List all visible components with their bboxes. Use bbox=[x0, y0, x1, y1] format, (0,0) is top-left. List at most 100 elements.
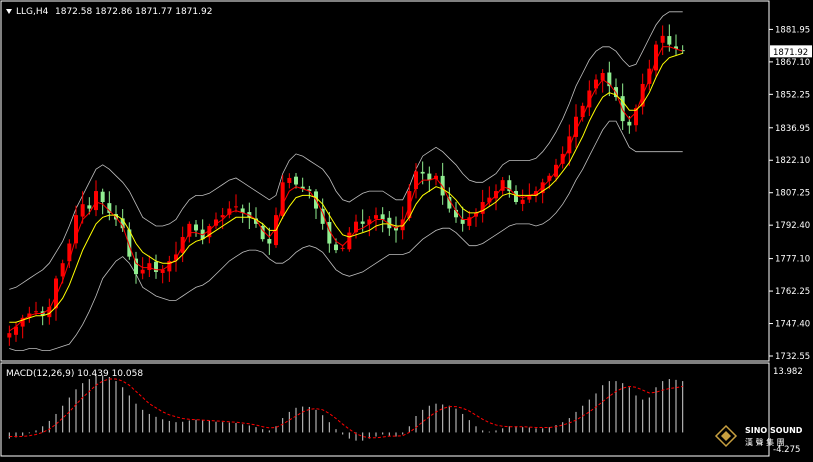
logo-diamond-icon bbox=[714, 424, 738, 448]
candle-bull bbox=[407, 191, 412, 219]
candle-bull bbox=[400, 219, 405, 231]
candle-bear bbox=[307, 189, 312, 192]
candle-bull bbox=[340, 247, 345, 249]
candle-bear bbox=[380, 214, 385, 220]
candle-bear bbox=[454, 209, 458, 218]
candle-bull bbox=[227, 208, 232, 215]
macd-panel-frame bbox=[0, 362, 770, 457]
candle-bull bbox=[167, 261, 172, 272]
candle-bull bbox=[287, 177, 292, 183]
candle-bull bbox=[74, 215, 78, 244]
current-price-value: 1871.92 bbox=[773, 48, 808, 58]
logo-text-en: SINO SOUND bbox=[745, 426, 803, 435]
candle-bear bbox=[514, 191, 518, 202]
candle-bull bbox=[147, 263, 152, 271]
logo-inner-icon bbox=[721, 431, 731, 441]
candle-bull bbox=[647, 68, 652, 84]
candle-bear bbox=[107, 203, 112, 213]
candle-bear bbox=[134, 258, 138, 275]
price-tick-label: 1852.25 bbox=[775, 90, 810, 100]
candle-bull bbox=[14, 326, 18, 335]
candle-bull bbox=[480, 201, 485, 214]
candle-bull bbox=[500, 180, 505, 191]
candle-bear bbox=[260, 225, 265, 240]
candle-bull bbox=[540, 182, 545, 194]
candle-bull bbox=[574, 116, 578, 137]
lower-band-line bbox=[9, 120, 683, 351]
candle-bear bbox=[194, 224, 198, 231]
candle-bull bbox=[560, 153, 565, 164]
candle-bull bbox=[20, 317, 25, 327]
macd-label: MACD(12,26,9) 10.439 10.058 bbox=[6, 369, 143, 379]
candle-bull bbox=[594, 79, 598, 89]
moving-averages bbox=[9, 46, 683, 332]
candle-bull bbox=[414, 171, 418, 189]
candle-bear bbox=[674, 46, 678, 49]
candle-bear bbox=[100, 191, 105, 202]
price-tick-label: 1807.25 bbox=[775, 189, 810, 199]
candle-bear bbox=[120, 218, 125, 229]
candle-bear bbox=[620, 96, 625, 122]
candle-bull bbox=[207, 226, 212, 238]
price-tick-label: 1747.40 bbox=[775, 320, 810, 330]
candle-bull bbox=[547, 175, 552, 181]
candle-bull bbox=[7, 333, 12, 338]
price-tick-label: 1762.25 bbox=[775, 287, 810, 297]
candle-bear bbox=[334, 244, 338, 251]
price-tick-label: 1867.10 bbox=[775, 58, 810, 68]
candle-bull bbox=[600, 73, 605, 81]
price-tick-label: 1777.10 bbox=[775, 255, 810, 265]
symbol-label: LLG,H4 bbox=[16, 7, 49, 17]
current-price-box bbox=[770, 45, 812, 58]
candle-bear bbox=[394, 227, 398, 231]
candle-bull bbox=[220, 215, 225, 218]
candle-bear bbox=[254, 218, 258, 224]
price-axis: 1881.95 1867.10 1852.25 1836.95 1822.10 1807.… bbox=[769, 25, 810, 362]
candle-bull bbox=[520, 199, 525, 204]
upper-band-line bbox=[9, 11, 683, 290]
price-tick-label: 1836.95 bbox=[775, 124, 810, 134]
price-panel-frame bbox=[0, 0, 770, 362]
current-price-tag: 1871.92 bbox=[770, 45, 812, 58]
candle-bull bbox=[580, 105, 585, 118]
candle-bull bbox=[67, 243, 72, 262]
candle-bear bbox=[300, 186, 305, 189]
candle-bull bbox=[434, 175, 438, 180]
macd-axis-bottom: -4.275 bbox=[773, 445, 800, 455]
candle-bear bbox=[447, 196, 452, 209]
candle-bull bbox=[234, 206, 238, 208]
candle-bull bbox=[347, 232, 352, 250]
candle-bull bbox=[634, 107, 638, 126]
candle-bear bbox=[460, 219, 465, 224]
candle-bear bbox=[154, 261, 158, 272]
candle-bull bbox=[280, 182, 285, 217]
candle-bear bbox=[427, 173, 432, 181]
candle-bear bbox=[627, 121, 632, 126]
candle-bear bbox=[294, 176, 298, 185]
candle-bear bbox=[440, 175, 445, 196]
candle-bear bbox=[267, 238, 272, 244]
candle-bull bbox=[54, 278, 58, 309]
price-tick-label: 1881.95 bbox=[775, 25, 810, 35]
dropdown-arrow-icon[interactable] bbox=[6, 9, 12, 14]
candle-bull bbox=[354, 221, 358, 233]
candle-bull bbox=[567, 136, 572, 154]
candle-bull bbox=[660, 35, 665, 43]
candle-bull bbox=[187, 223, 192, 237]
candle-bear bbox=[507, 180, 512, 192]
ma-fast-line bbox=[9, 46, 683, 332]
candle-bull bbox=[47, 306, 52, 318]
candle-bear bbox=[327, 221, 332, 244]
candle-bull bbox=[174, 254, 178, 260]
macd-axis-top: 13.982 bbox=[773, 367, 803, 377]
candle-bull bbox=[94, 191, 98, 211]
macd-signal-line bbox=[9, 378, 683, 439]
candle-bull bbox=[527, 195, 532, 200]
candle-bull bbox=[587, 90, 592, 108]
candle-bull bbox=[60, 263, 65, 277]
candle-bull bbox=[214, 219, 218, 226]
candle-bear bbox=[607, 72, 612, 87]
price-tick-label: 1732.55 bbox=[775, 352, 810, 362]
macd-indicator bbox=[8, 375, 684, 441]
